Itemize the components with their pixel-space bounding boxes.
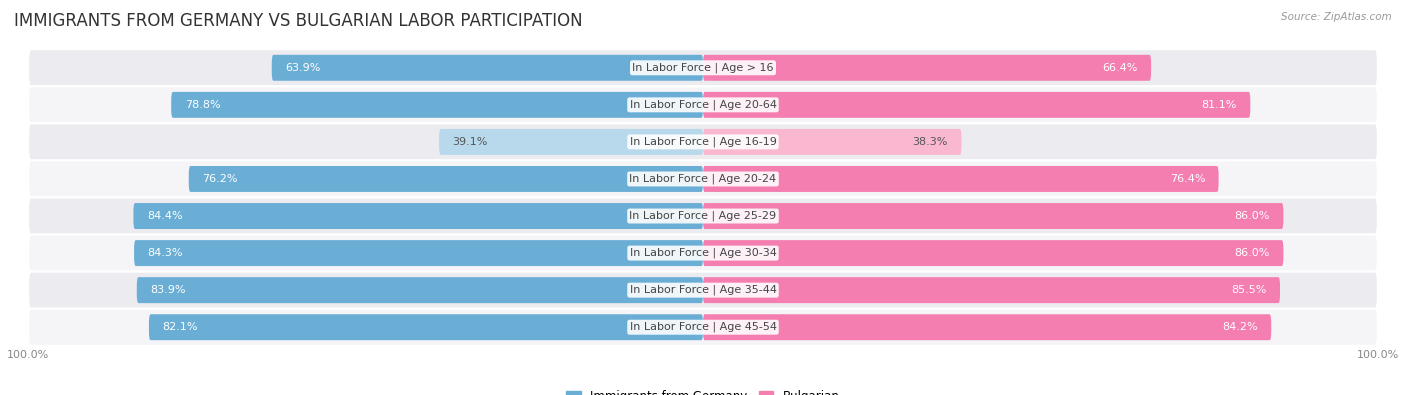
FancyBboxPatch shape (28, 87, 1378, 123)
Text: In Labor Force | Age 20-64: In Labor Force | Age 20-64 (630, 100, 776, 110)
FancyBboxPatch shape (172, 92, 703, 118)
Text: In Labor Force | Age 20-24: In Labor Force | Age 20-24 (630, 174, 776, 184)
Text: In Labor Force | Age 16-19: In Labor Force | Age 16-19 (630, 137, 776, 147)
Text: 86.0%: 86.0% (1234, 211, 1270, 221)
Text: In Labor Force | Age 45-54: In Labor Force | Age 45-54 (630, 322, 776, 333)
FancyBboxPatch shape (149, 314, 703, 340)
Text: In Labor Force | Age 25-29: In Labor Force | Age 25-29 (630, 211, 776, 221)
FancyBboxPatch shape (134, 203, 703, 229)
FancyBboxPatch shape (703, 92, 1250, 118)
FancyBboxPatch shape (703, 277, 1279, 303)
FancyBboxPatch shape (703, 129, 962, 155)
Text: 86.0%: 86.0% (1234, 248, 1270, 258)
Text: 66.4%: 66.4% (1102, 63, 1137, 73)
Text: 83.9%: 83.9% (150, 285, 186, 295)
Text: Source: ZipAtlas.com: Source: ZipAtlas.com (1281, 12, 1392, 22)
Text: IMMIGRANTS FROM GERMANY VS BULGARIAN LABOR PARTICIPATION: IMMIGRANTS FROM GERMANY VS BULGARIAN LAB… (14, 12, 582, 30)
Text: 84.2%: 84.2% (1222, 322, 1258, 332)
Text: 39.1%: 39.1% (453, 137, 488, 147)
FancyBboxPatch shape (28, 308, 1378, 346)
Text: In Labor Force | Age 35-44: In Labor Force | Age 35-44 (630, 285, 776, 295)
FancyBboxPatch shape (28, 49, 1378, 87)
FancyBboxPatch shape (28, 272, 1378, 308)
FancyBboxPatch shape (136, 277, 703, 303)
FancyBboxPatch shape (28, 235, 1378, 272)
Text: 38.3%: 38.3% (912, 137, 948, 147)
Legend: Immigrants from Germany, Bulgarian: Immigrants from Germany, Bulgarian (562, 385, 844, 395)
FancyBboxPatch shape (134, 240, 703, 266)
FancyBboxPatch shape (28, 160, 1378, 198)
FancyBboxPatch shape (703, 240, 1284, 266)
Text: 81.1%: 81.1% (1202, 100, 1237, 110)
FancyBboxPatch shape (703, 314, 1271, 340)
Text: 78.8%: 78.8% (184, 100, 221, 110)
FancyBboxPatch shape (28, 123, 1378, 160)
FancyBboxPatch shape (703, 55, 1152, 81)
Text: 85.5%: 85.5% (1232, 285, 1267, 295)
FancyBboxPatch shape (703, 166, 1219, 192)
Text: 84.4%: 84.4% (146, 211, 183, 221)
Text: 82.1%: 82.1% (163, 322, 198, 332)
FancyBboxPatch shape (271, 55, 703, 81)
Text: 63.9%: 63.9% (285, 63, 321, 73)
FancyBboxPatch shape (28, 198, 1378, 235)
FancyBboxPatch shape (439, 129, 703, 155)
Text: 76.4%: 76.4% (1170, 174, 1205, 184)
Text: 84.3%: 84.3% (148, 248, 183, 258)
Text: 76.2%: 76.2% (202, 174, 238, 184)
Text: In Labor Force | Age 30-34: In Labor Force | Age 30-34 (630, 248, 776, 258)
FancyBboxPatch shape (703, 203, 1284, 229)
FancyBboxPatch shape (188, 166, 703, 192)
Text: In Labor Force | Age > 16: In Labor Force | Age > 16 (633, 62, 773, 73)
